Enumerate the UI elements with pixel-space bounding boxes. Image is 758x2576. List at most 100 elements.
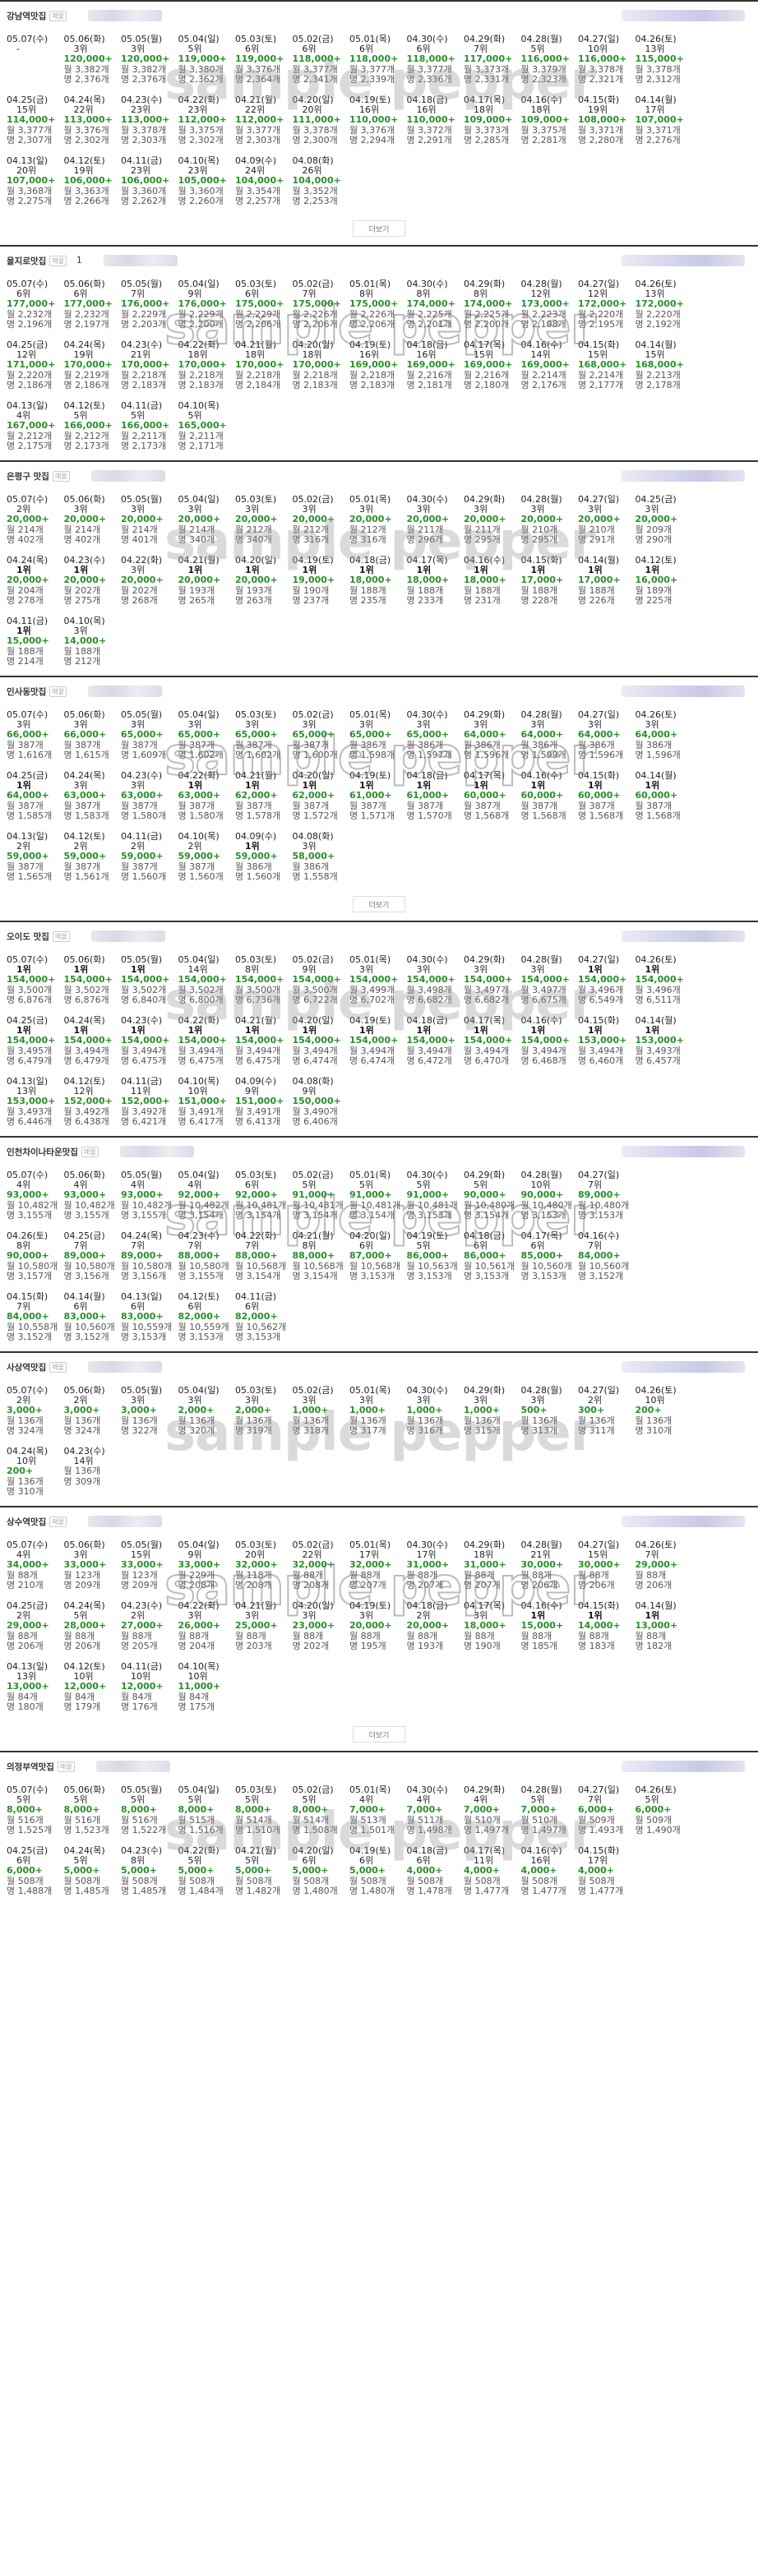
rank-cell: 04.18(금) 6위 86,000+ 월 10,561개 명 3,153개 (464, 1230, 521, 1281)
visitor-count: 명 3,153개 (406, 1270, 452, 1281)
rank-value: 18위 (245, 349, 266, 361)
rank-row: 05.07(수) 4위 93,000+ 월 10,482개 명 3,155개 05.06(… (7, 1169, 750, 1230)
blog-count: 월 387개 (7, 861, 44, 872)
keyword-title: 오이도 맛집 (7, 931, 49, 942)
visitor-count: 명 6,876개 (7, 994, 53, 1005)
review-count: 20,000+ (7, 514, 49, 525)
rank-cell: 04.27(일) 7위 89,000+ 월 10,480개 명 3,153개 (578, 1169, 636, 1221)
rank-date: 04.21(월) (292, 1230, 334, 1241)
rank-value: 13위 (16, 1671, 37, 1683)
blog-count: 월 88개 (349, 1569, 381, 1581)
rank-date: 04.23(수) (121, 339, 163, 350)
review-count: 20,000+ (520, 514, 564, 525)
rank-cell: 05.01(목) 8위 175,000+ 월 2,226개 명 2,206개 (349, 278, 407, 330)
more-button[interactable]: 더보기 (353, 220, 405, 237)
rank-row: 04.25(금) 2위 29,000+ 월 88개 명 206개 04.24(목) 5위 28… (7, 1600, 750, 1660)
blog-count: 월 188개 (464, 584, 501, 596)
review-count: 20,000+ (63, 514, 107, 525)
blog-count: 월 511개 (406, 1814, 444, 1826)
review-count: 169,000+ (349, 359, 399, 371)
rank-cell: 04.26(토) 13위 172,000+ 월 2,220개 명 2,192개 (636, 278, 693, 330)
rank-cell: 04.28(월) 21위 30,000+ 월 88개 명 206개 (521, 1539, 579, 1590)
rank-value: 3위 (474, 1395, 488, 1406)
review-count: 170,000+ (63, 359, 113, 371)
more-button[interactable]: 더보기 (353, 896, 405, 912)
rank-date: 05.06(화) (63, 279, 105, 289)
blog-count: 월 3,377개 (292, 63, 338, 75)
more-button[interactable]: 더보기 (353, 1726, 405, 1743)
rank-value: 7위 (187, 1240, 202, 1252)
review-count: 11,000+ (178, 1681, 221, 1692)
visitor-count: 명 1,597개 (406, 749, 452, 760)
keyword-bar: 의정부역맛집 매물 (7, 1752, 751, 1780)
rank-cell: 04.12(토) 2위 59,000+ 월 387개 명 1,561개 (64, 830, 122, 882)
rank-value: 7위 (245, 1240, 260, 1252)
blog-count: 월 88개 (292, 1630, 324, 1641)
blog-count: 월 88개 (464, 1630, 495, 1641)
blog-count: 월 3,494개 (464, 1045, 510, 1056)
visitor-count: 명 2,198개 (520, 318, 566, 330)
rank-cell: 04.11(금) 1위 15,000+ 월 188개 명 214개 (7, 615, 64, 667)
review-count: 8,000+ (63, 1804, 100, 1816)
blog-count: 월 2,220개 (578, 308, 624, 320)
blurred-store-name (88, 1361, 163, 1373)
blog-count: 월 3,382개 (63, 63, 109, 75)
visitor-count: 명 2,285개 (464, 134, 510, 145)
blog-count: 월 10,562개 (235, 1321, 287, 1332)
review-count: 34,000+ (7, 1559, 49, 1571)
rank-cell: 05.03(토) 5위 8,000+ 월 514개 명 1,510개 (235, 1784, 293, 1835)
blog-count: 월 3,500개 (292, 984, 338, 995)
rank-cell: 04.14(월) 1위 60,000+ 월 387개 명 1,568개 (636, 769, 693, 821)
rank-cell: 04.18(금) 6위 4,000+ 월 508개 명 1,478개 (407, 1844, 465, 1896)
blog-count: 월 387개 (7, 800, 44, 811)
rank-cell: 04.28(월) 3위 500+ 월 136개 명 313개 (521, 1384, 579, 1436)
blog-count: 월 2,226개 (349, 308, 395, 320)
rank-cell: 05.05(월) 5위 8,000+ 월 516개 명 1,522개 (121, 1784, 178, 1835)
review-count: 20,000+ (235, 575, 278, 586)
review-count: 32,000+ (292, 1559, 335, 1571)
visitor-count: 명 290개 (635, 533, 672, 545)
rank-value: 17위 (588, 1855, 608, 1867)
blog-count: 월 214개 (178, 524, 215, 535)
rank-date: 04.10(목) (63, 616, 105, 626)
keyword-panel: 인천차이나타운맛집 매물 05.07(수) 4위 93,000+ 월 10,482개 명 3… (0, 1136, 758, 1351)
rank-cell: 04.18(금) 2위 20,000+ 월 88개 명 193개 (407, 1600, 465, 1651)
rank-date: 04.24(목) (63, 770, 105, 781)
visitor-count: 명 309개 (63, 1475, 101, 1487)
rank-cell: 04.12(토) 1위 16,000+ 월 189개 명 225개 (636, 554, 693, 606)
visitor-count: 명 3,155개 (7, 1209, 53, 1221)
keyword-title: 상수역맛집 (7, 1517, 47, 1527)
visitor-count: 명 231개 (464, 594, 501, 606)
review-count: 7,000+ (406, 1804, 443, 1816)
visitor-count: 명 2,339개 (349, 73, 395, 85)
rank-value: 3위 (530, 504, 545, 515)
visitor-count: 명 317개 (349, 1424, 386, 1436)
rank-cell: 04.13(일) 6위 83,000+ 월 10,559개 명 3,153개 (121, 1290, 178, 1342)
rank-date: 05.07(수) (7, 1385, 49, 1396)
review-count: 65,000+ (292, 729, 335, 741)
blog-count: 월 2,218개 (292, 369, 338, 381)
rank-date: 04.17(목) (464, 1015, 506, 1026)
rank-date: 05.01(목) (349, 494, 391, 505)
rank-cell: 05.05(월) 1위 154,000+ 월 3,502개 명 6,840개 (121, 953, 178, 1005)
keyword-badge: 매물 (57, 1761, 75, 1772)
blog-count: 월 387개 (121, 861, 158, 872)
blog-count: 월 3,494개 (178, 1045, 224, 1056)
rank-row: 04.15(화) 7위 84,000+ 월 10,558개 명 3,152개 04.14(… (7, 1290, 750, 1351)
rank-cell: 04.11(금) 23위 106,000+ 월 3,360개 명 2,262개 (121, 155, 178, 206)
rank-date: 04.20(일) (292, 339, 334, 350)
blog-count: 월 3,497개 (520, 984, 566, 995)
blog-count: 월 3,378개 (292, 124, 338, 136)
review-count: 154,000+ (406, 1035, 455, 1046)
blog-count: 월 508개 (292, 1875, 330, 1886)
blog-count: 월 188개 (349, 584, 386, 596)
rank-value: 3위 (302, 719, 317, 731)
visitor-count: 명 212개 (63, 655, 101, 667)
review-count: 170,000+ (178, 359, 227, 371)
review-count: 89,000+ (121, 1250, 164, 1262)
rank-value: 1위 (645, 964, 660, 976)
visitor-count: 명 320개 (178, 1424, 215, 1436)
review-count: 112,000+ (235, 114, 284, 126)
rank-date: 04.18(금) (406, 339, 448, 350)
blog-count: 월 10,568개 (292, 1260, 344, 1272)
